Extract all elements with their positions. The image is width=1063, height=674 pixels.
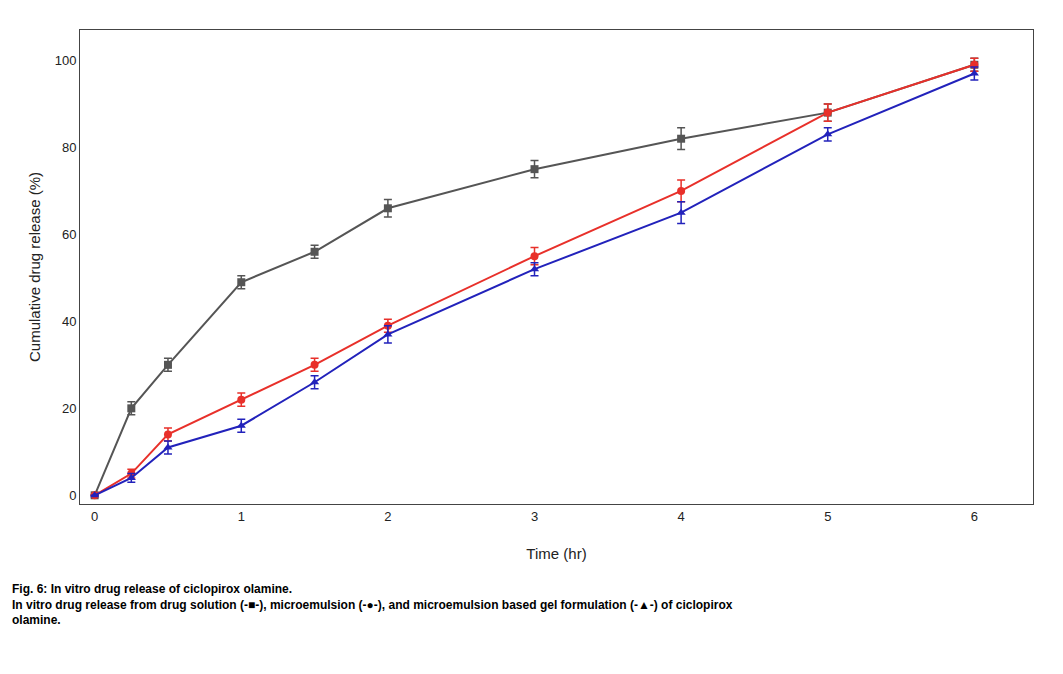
svg-text:0: 0 xyxy=(91,509,98,524)
svg-text:Cumulative drug release (%): Cumulative drug release (%) xyxy=(26,172,43,362)
svg-text:Time (hr): Time (hr) xyxy=(526,545,586,562)
svg-text:5: 5 xyxy=(824,509,831,524)
svg-text:40: 40 xyxy=(62,314,76,329)
svg-text:Fig. 6: In vitro drug release: Fig. 6: In vitro drug release of ciclopi… xyxy=(12,582,733,627)
svg-text:1: 1 xyxy=(238,509,245,524)
svg-text:20: 20 xyxy=(62,401,76,416)
svg-text:6: 6 xyxy=(971,509,978,524)
svg-text:4: 4 xyxy=(678,509,685,524)
svg-text:2: 2 xyxy=(384,509,391,524)
svg-text:100: 100 xyxy=(55,53,77,68)
svg-text:0: 0 xyxy=(69,488,76,503)
svg-text:80: 80 xyxy=(62,140,76,155)
svg-text:60: 60 xyxy=(62,227,76,242)
svg-text:3: 3 xyxy=(531,509,538,524)
